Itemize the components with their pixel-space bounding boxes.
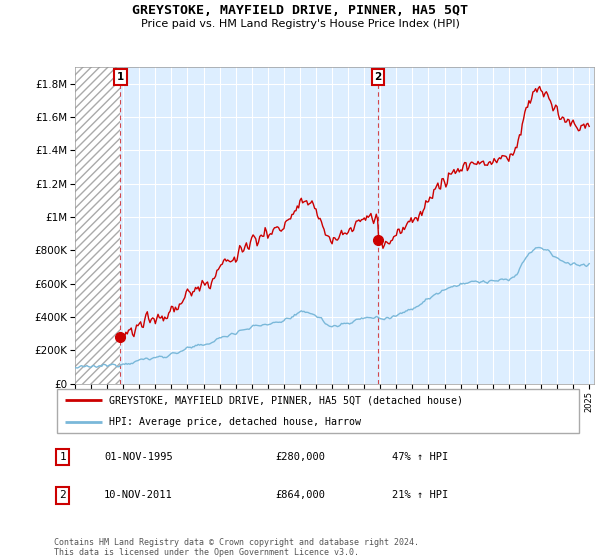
Text: 01-NOV-1995: 01-NOV-1995 [104, 452, 173, 462]
Text: 2: 2 [374, 72, 382, 82]
Text: Price paid vs. HM Land Registry's House Price Index (HPI): Price paid vs. HM Land Registry's House … [140, 19, 460, 29]
FancyBboxPatch shape [56, 389, 580, 433]
Text: GREYSTOKE, MAYFIELD DRIVE, PINNER, HA5 5QT: GREYSTOKE, MAYFIELD DRIVE, PINNER, HA5 5… [132, 4, 468, 17]
Text: Contains HM Land Registry data © Crown copyright and database right 2024.
This d: Contains HM Land Registry data © Crown c… [54, 538, 419, 557]
Text: 21% ↑ HPI: 21% ↑ HPI [392, 490, 448, 500]
Text: 1: 1 [59, 452, 66, 462]
Text: 47% ↑ HPI: 47% ↑ HPI [392, 452, 448, 462]
Text: HPI: Average price, detached house, Harrow: HPI: Average price, detached house, Harr… [109, 417, 361, 427]
Text: 2: 2 [59, 490, 66, 500]
Text: 10-NOV-2011: 10-NOV-2011 [104, 490, 173, 500]
Text: £864,000: £864,000 [276, 490, 326, 500]
Text: £280,000: £280,000 [276, 452, 326, 462]
Text: 1: 1 [117, 72, 124, 82]
Bar [75, 67, 121, 384]
Text: GREYSTOKE, MAYFIELD DRIVE, PINNER, HA5 5QT (detached house): GREYSTOKE, MAYFIELD DRIVE, PINNER, HA5 5… [109, 395, 463, 405]
